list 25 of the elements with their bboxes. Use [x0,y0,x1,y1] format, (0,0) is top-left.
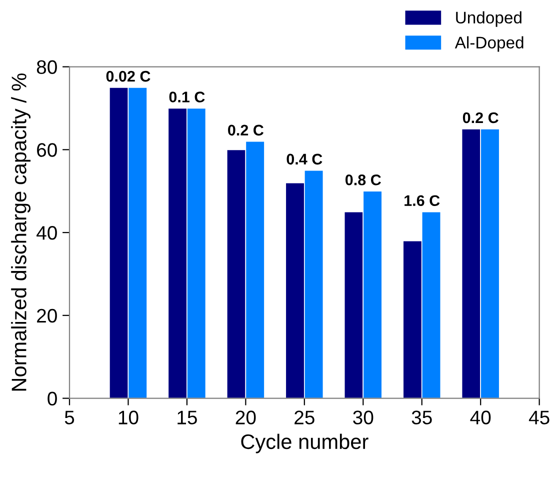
legend-label: Undoped [456,11,522,27]
y-tick-label: 80 [36,60,57,74]
y-tick-label: 60 [37,143,57,157]
x-tick-label: 15 [178,410,197,424]
x-tick-label: 40 [470,410,491,424]
legend-label: Al-Doped [454,36,524,52]
x-tick-label: 5 [64,410,74,424]
annotation: 0.02 C [106,70,150,82]
x-tick-label: 20 [236,410,256,424]
annotation: 0.2 C [228,124,264,136]
annotation: 0.1 C [169,92,205,102]
x-tick-label: 45 [528,410,550,424]
x-tick-label: 30 [353,410,374,424]
x-axis-title: Cycle number [241,434,368,454]
annotation: 0.4 C [286,154,322,165]
x-tick-label: 25 [294,410,314,424]
annotation: 0.8 C [345,174,381,186]
y-tick-label: 0 [48,392,57,406]
y-tick-label: 20 [37,308,57,323]
annotation: 1.6 C [404,195,440,206]
y-axis-title: Normalized discharge capacity / % [11,73,31,391]
y-tick-label: 40 [36,226,57,240]
x-tick-label: 35 [412,410,432,424]
annotation: 0.2 C [462,112,498,124]
x-tick-label: 10 [118,410,138,424]
